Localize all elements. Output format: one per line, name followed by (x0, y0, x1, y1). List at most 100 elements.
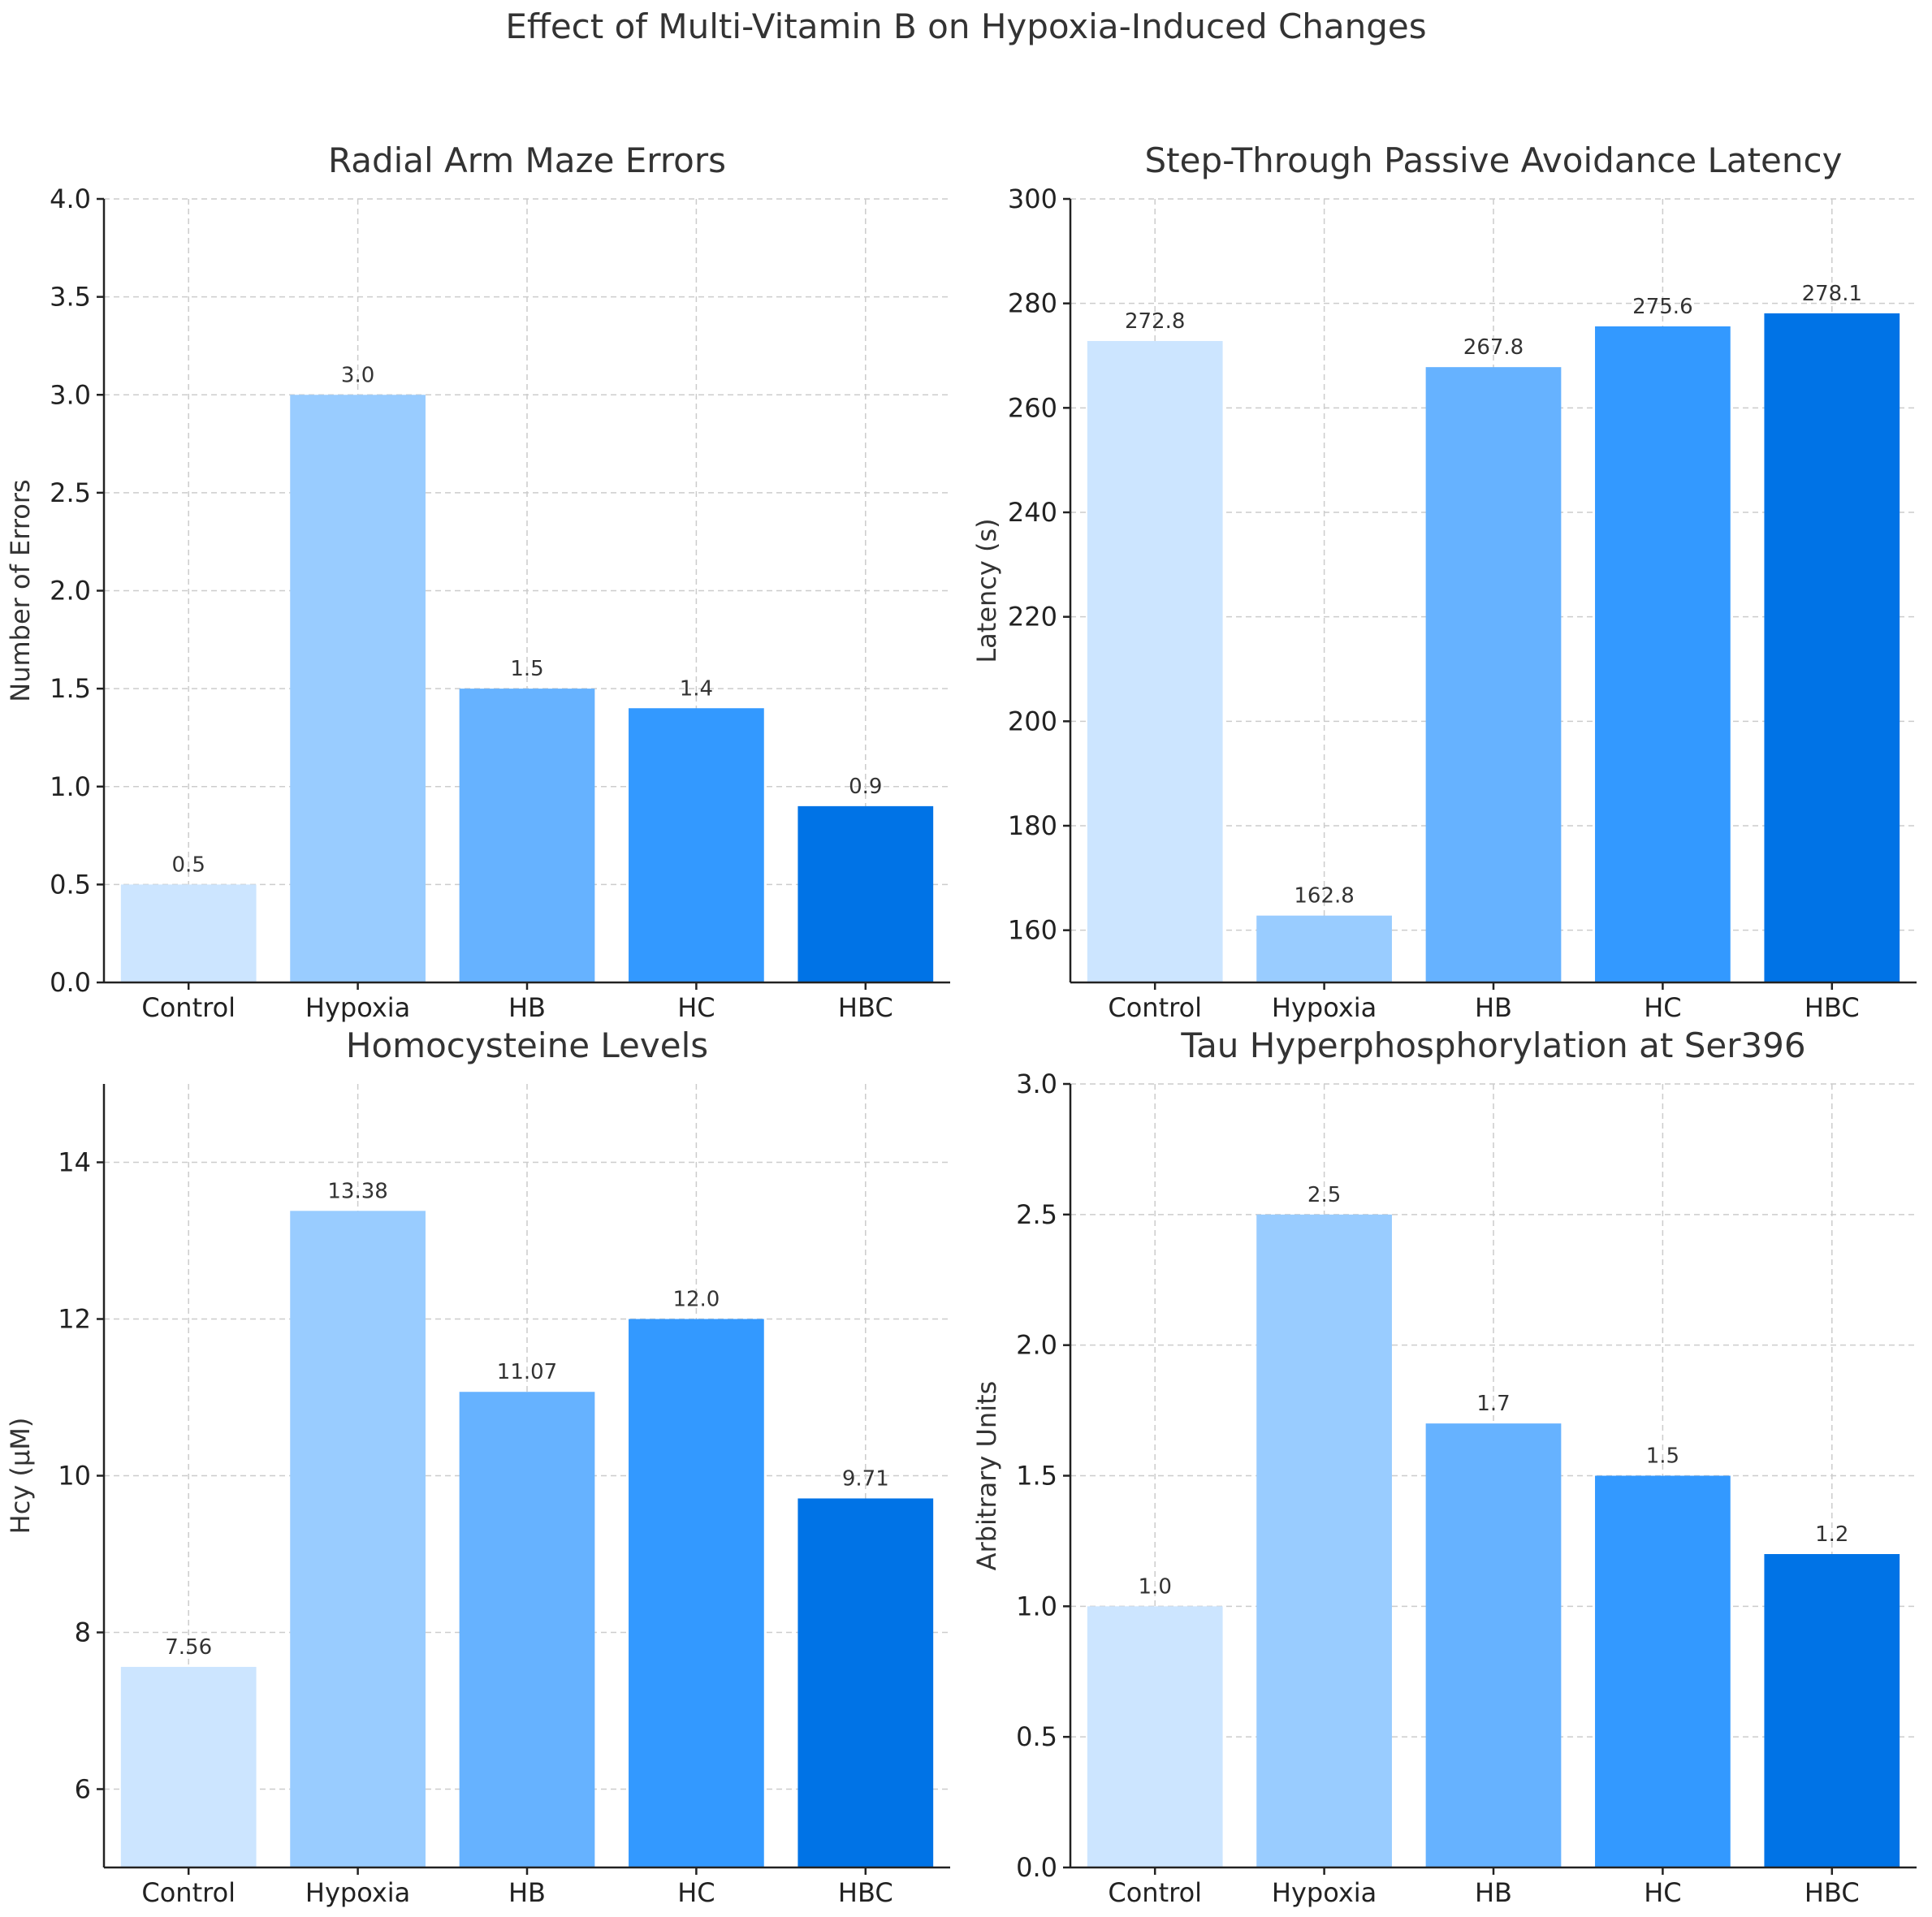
y-tick-label: 0.5 (1016, 1721, 1057, 1752)
y-axis-label: Latency (s) (971, 518, 1002, 663)
data-label: 1.7 (1476, 1392, 1510, 1416)
data-label: 278.1 (1802, 282, 1862, 306)
y-tick-label: 8 (75, 1617, 91, 1648)
data-label: 1.4 (680, 676, 713, 701)
x-tick-label: HC (1644, 1877, 1681, 1908)
bar-control (1087, 1606, 1223, 1867)
bar-hypoxia (290, 1211, 426, 1867)
y-tick-label: 160 (1008, 915, 1057, 946)
y-tick-label: 1.0 (50, 771, 91, 802)
chart-radial-arm-maze: Radial Arm Maze Errors Number of Errors 0.… (0, 130, 966, 1023)
bar-hbc (797, 1498, 934, 1867)
data-label: 275.6 (1632, 295, 1692, 319)
bar-hbc (1764, 313, 1900, 982)
bar-hypoxia (1256, 1214, 1392, 1867)
bar-hb (459, 689, 595, 982)
chart-svg: Radial Arm Maze Errors Number of Errors 0.… (5, 140, 950, 1023)
bar-control (120, 884, 257, 982)
data-label: 2.5 (1307, 1183, 1341, 1207)
y-tick-label: 2.5 (50, 477, 91, 508)
y-tick-label: 0.0 (1016, 1852, 1057, 1883)
data-label: 9.71 (842, 1466, 889, 1491)
x-tick-label: Hypoxia (305, 1877, 410, 1908)
y-tick-label: 12 (58, 1304, 91, 1335)
bar-hc (1595, 1475, 1731, 1867)
figure-title: Effect of Multi-Vitamin B on Hypoxia-Ind… (505, 6, 1427, 46)
y-tick-label: 200 (1008, 706, 1057, 736)
data-label: 0.5 (172, 853, 205, 877)
y-axis-label: Arbitrary Units (971, 1381, 1002, 1571)
data-label: 11.07 (497, 1360, 557, 1384)
y-tick-label: 3.0 (1016, 1069, 1057, 1099)
y-tick-label: 3.0 (50, 379, 91, 410)
bar-control (1087, 340, 1223, 982)
y-tick-label: 2.0 (50, 576, 91, 607)
chart-tau-hyperphosphorylation: Tau Hyperphosphorylation at Ser396 Arbitr… (966, 1015, 1932, 1908)
x-tick-label: HBC (838, 992, 893, 1023)
data-label: 267.8 (1463, 335, 1524, 360)
bar-control (120, 1666, 257, 1867)
x-tick-label: Control (1108, 1877, 1202, 1908)
data-label: 12.0 (672, 1288, 720, 1312)
x-tick-label: HC (677, 992, 715, 1023)
bar-hbc (1764, 1554, 1900, 1867)
x-tick-label: Control (141, 992, 236, 1023)
y-tick-label: 10 (58, 1461, 91, 1492)
y-tick-label: 1.5 (50, 673, 91, 704)
y-tick-label: 220 (1008, 602, 1057, 633)
x-tick-label: HC (1644, 992, 1681, 1023)
chart-homocysteine-levels: Homocysteine Levels Hcy (µM) 6 8 10 12 14 7.56 1… (0, 1015, 966, 1908)
bar-hb (1425, 367, 1562, 982)
chart-svg: Tau Hyperphosphorylation at Ser396 Arbitr… (971, 1025, 1917, 1908)
y-tick-label: 0.5 (50, 869, 91, 900)
x-tick-label: Hypoxia (1272, 1877, 1377, 1908)
chart-title: Tau Hyperphosphorylation at Ser396 (1180, 1025, 1805, 1065)
y-tick-label: 4.0 (50, 183, 91, 214)
y-tick-label: 240 (1008, 497, 1057, 528)
x-tick-label: Control (1108, 992, 1202, 1023)
chart-svg: Step-Through Passive Avoidance Latency La… (971, 140, 1917, 1023)
y-tick-label: 280 (1008, 288, 1057, 319)
x-tick-label: HBC (1804, 1877, 1860, 1908)
chart-svg: Homocysteine Levels Hcy (µM) 6 8 10 12 14 7.56 1… (5, 1025, 950, 1908)
y-tick-label: 2.5 (1016, 1199, 1057, 1230)
data-label: 3.0 (341, 363, 374, 387)
data-label: 13.38 (327, 1179, 387, 1203)
x-tick-label: HB (1475, 992, 1512, 1023)
y-tick-label: 1.0 (1016, 1591, 1057, 1621)
y-tick-label: 2.0 (1016, 1330, 1057, 1361)
bar-hc (1595, 326, 1731, 982)
x-tick-label: HB (508, 992, 546, 1023)
data-label: 7.56 (165, 1635, 212, 1660)
data-label: 1.5 (1646, 1444, 1679, 1469)
y-tick-label: 0.0 (50, 967, 91, 998)
chart-title: Step-Through Passive Avoidance Latency (1145, 140, 1843, 180)
x-tick-label: HBC (838, 1877, 893, 1908)
x-tick-label: HC (677, 1877, 715, 1908)
bar-hypoxia (1256, 915, 1392, 982)
y-tick-label: 260 (1008, 392, 1057, 423)
x-tick-label: HB (1475, 1877, 1512, 1908)
y-tick-label: 300 (1008, 183, 1057, 214)
y-tick-label: 3.5 (50, 282, 91, 313)
chart-title: Homocysteine Levels (346, 1025, 708, 1065)
x-tick-label: HBC (1804, 992, 1860, 1023)
chart-passive-avoidance-latency: Step-Through Passive Avoidance Latency La… (966, 130, 1932, 1023)
bar-hb (1425, 1423, 1562, 1867)
data-label: 0.9 (849, 775, 882, 799)
chart-title: Radial Arm Maze Errors (328, 140, 726, 180)
x-tick-label: Control (141, 1877, 236, 1908)
y-tick-label: 180 (1008, 810, 1057, 841)
y-axis-label: Hcy (µM) (5, 1418, 36, 1535)
data-label: 1.2 (1815, 1522, 1848, 1547)
y-tick-label: 14 (58, 1147, 91, 1178)
bar-hc (629, 708, 764, 982)
bar-hypoxia (290, 395, 426, 982)
data-label: 1.0 (1139, 1574, 1172, 1599)
x-tick-label: Hypoxia (1272, 992, 1377, 1023)
x-tick-label: HB (508, 1877, 546, 1908)
bar-hc (629, 1319, 764, 1867)
data-label: 162.8 (1294, 884, 1354, 909)
x-tick-label: Hypoxia (305, 992, 410, 1023)
y-tick-label: 6 (75, 1774, 91, 1805)
